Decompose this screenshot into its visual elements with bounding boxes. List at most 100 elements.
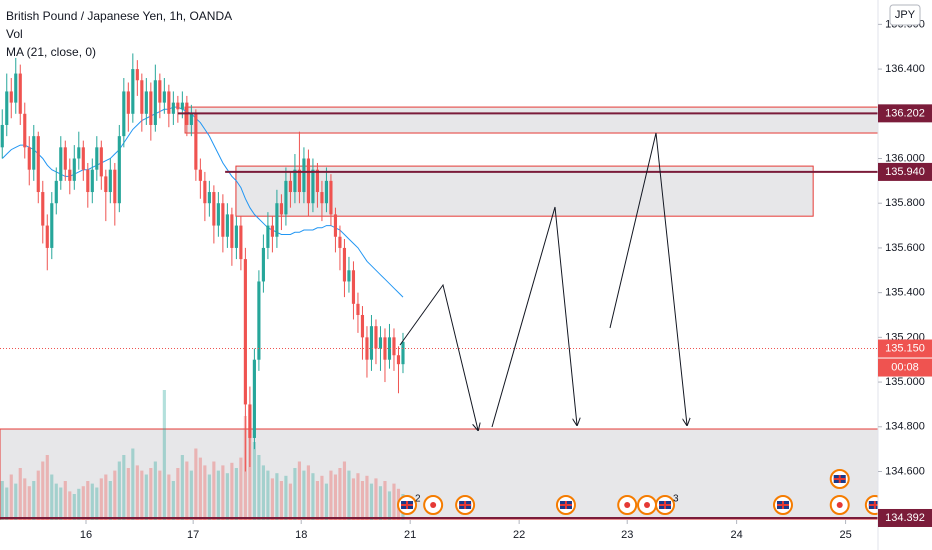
time-axis bbox=[0, 520, 878, 550]
volume-bar bbox=[203, 465, 207, 520]
candle-body bbox=[77, 147, 81, 159]
volume-bar bbox=[288, 483, 292, 520]
volume-bar bbox=[63, 481, 67, 520]
countdown: 00:08 bbox=[891, 361, 919, 373]
volume-bar bbox=[180, 455, 184, 520]
volume-bar bbox=[140, 470, 144, 520]
y-tick-label: 136.000 bbox=[885, 152, 925, 164]
x-tick-label: 21 bbox=[404, 529, 416, 541]
event-marker[interactable] bbox=[617, 495, 638, 515]
volume-bar bbox=[59, 487, 63, 520]
volume-bar bbox=[194, 448, 198, 520]
dot-icon bbox=[644, 502, 651, 508]
y-tick-label: 135.400 bbox=[885, 287, 925, 299]
event-marker[interactable] bbox=[423, 495, 444, 515]
candle-body bbox=[279, 203, 283, 215]
price-layer bbox=[0, 53, 878, 519]
x-tick-label: 16 bbox=[80, 529, 92, 541]
volume-bar bbox=[167, 474, 171, 520]
volume-bar bbox=[54, 483, 58, 520]
event-marker[interactable] bbox=[829, 469, 850, 489]
volume-bar bbox=[374, 478, 378, 520]
volume-bar bbox=[32, 481, 36, 520]
volume-bar bbox=[131, 448, 135, 520]
candle-body bbox=[401, 341, 405, 365]
volume-bar bbox=[23, 478, 27, 520]
x-tick-label: 18 bbox=[295, 529, 307, 541]
countdown-box bbox=[878, 358, 932, 377]
volume-bar bbox=[68, 491, 72, 520]
candle-body bbox=[162, 91, 166, 103]
volume-bar bbox=[77, 488, 81, 520]
volume-bar bbox=[257, 455, 261, 520]
volume-bar bbox=[333, 474, 338, 520]
candle-body bbox=[230, 214, 234, 248]
candle-body bbox=[149, 91, 153, 125]
currency-box[interactable] bbox=[889, 4, 921, 26]
volume-bar bbox=[158, 470, 162, 520]
event-marker[interactable] bbox=[772, 495, 793, 515]
candle-body bbox=[36, 136, 40, 193]
price-axis bbox=[878, 0, 932, 550]
candle-body bbox=[261, 247, 265, 282]
volume-bar bbox=[356, 473, 360, 520]
last-price-label: 135.150 bbox=[885, 342, 925, 354]
candle-body bbox=[216, 203, 220, 226]
volume-bar bbox=[99, 478, 103, 520]
candle-body bbox=[50, 203, 54, 248]
zone bbox=[235, 165, 814, 217]
event-marker[interactable]: 2 bbox=[397, 494, 421, 515]
volume-bar bbox=[369, 483, 374, 520]
event-marker[interactable] bbox=[637, 495, 658, 515]
volume-bar bbox=[0, 481, 4, 520]
candle-body bbox=[347, 270, 351, 282]
event-marker[interactable] bbox=[455, 495, 476, 515]
candle-body bbox=[248, 404, 252, 438]
volume-bar bbox=[14, 483, 18, 520]
volume-bar bbox=[135, 465, 139, 520]
candle-body bbox=[86, 169, 90, 193]
volume-bar bbox=[225, 473, 229, 520]
candle-body bbox=[72, 158, 76, 181]
candle-body bbox=[41, 192, 45, 226]
arrow-path bbox=[399, 283, 478, 430]
volume-bar bbox=[351, 478, 356, 520]
candle-body bbox=[293, 169, 297, 193]
candle-body bbox=[275, 203, 279, 237]
candle-body bbox=[0, 124, 4, 148]
volume-bar bbox=[324, 483, 329, 520]
candle-body bbox=[140, 80, 144, 114]
volume-bar bbox=[387, 491, 392, 520]
event-marker[interactable] bbox=[829, 495, 850, 515]
candle-body bbox=[117, 136, 121, 204]
x-tick-label: 24 bbox=[730, 529, 742, 541]
volume-bar bbox=[212, 461, 216, 520]
candle-body bbox=[342, 247, 347, 282]
candle-body bbox=[63, 147, 67, 170]
zone bbox=[184, 106, 879, 134]
candle-body bbox=[360, 314, 365, 338]
volume-bar bbox=[95, 487, 99, 520]
level-label: 136.202 bbox=[885, 107, 925, 119]
candle-body bbox=[315, 169, 320, 193]
volume-bar bbox=[342, 461, 347, 520]
volume-bar bbox=[306, 465, 311, 520]
volume-bar bbox=[392, 483, 396, 520]
volume-bar bbox=[162, 390, 166, 520]
arrow-path bbox=[609, 132, 687, 425]
candle-body bbox=[122, 91, 126, 137]
level-label: 135.940 bbox=[885, 166, 925, 178]
candle-body bbox=[374, 326, 378, 349]
candle-body bbox=[221, 203, 225, 237]
volume-bar bbox=[279, 481, 283, 520]
volume-bar bbox=[171, 481, 175, 520]
volume-bar bbox=[185, 461, 189, 520]
volume-bar bbox=[108, 481, 112, 520]
candle-body bbox=[306, 158, 311, 204]
event-marker[interactable] bbox=[555, 495, 576, 515]
currency[interactable]: JPY bbox=[895, 9, 916, 21]
candle-body bbox=[387, 337, 392, 360]
candle-body bbox=[189, 113, 193, 125]
event-marker[interactable]: 3 bbox=[655, 494, 679, 515]
volume-bar bbox=[320, 475, 324, 520]
